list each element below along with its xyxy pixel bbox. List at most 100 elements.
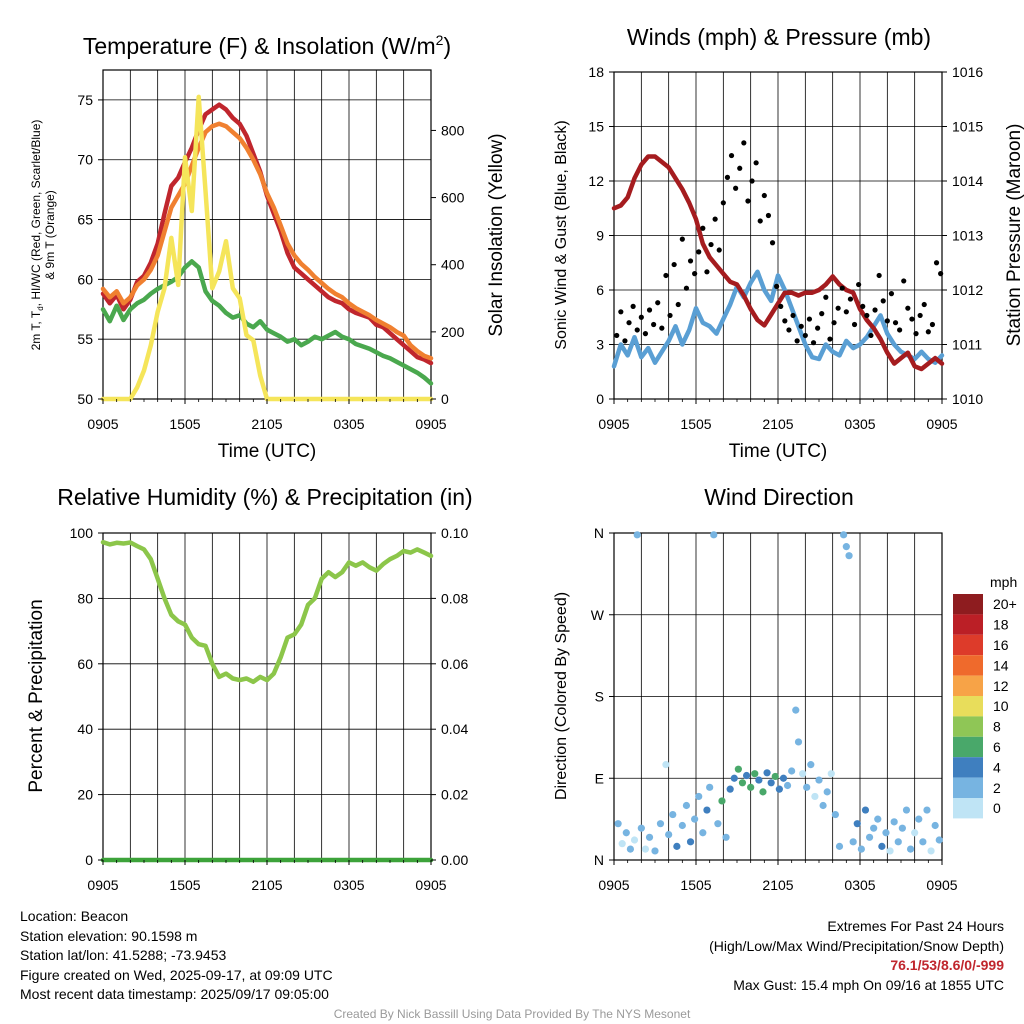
speed-colorbar: mph 20+ 18 16 14 12 10 8 6 4 2 0 [953, 574, 1017, 819]
gust-point [618, 309, 624, 315]
x-tick-label: 0905 [87, 877, 118, 893]
station-info: Location: Beacon Station elevation: 90.1… [20, 907, 333, 1005]
y-tick-label: W [591, 607, 605, 623]
gust-point [720, 200, 726, 206]
winds-y-ticks: 0 3 6 9 12 15 18 [588, 64, 614, 407]
gust-point [823, 294, 829, 300]
direction-point [626, 845, 635, 853]
direction-point [686, 838, 695, 846]
temperature-x-label: Time (UTC) [218, 441, 317, 462]
direction-point [618, 840, 626, 848]
pressure-y-ticks: 1010 1011 1012 1013 1014 1015 1016 [942, 64, 983, 407]
y2-tick-label: 0.10 [441, 525, 468, 541]
station-location: Location: Beacon [20, 908, 129, 924]
gust-point [614, 332, 620, 339]
y2-tick-label: 1010 [952, 391, 983, 407]
y-tick-label: 3 [596, 337, 604, 353]
temperature-panel: Temperature (F) & Insolation (W/m2) 50 55… [29, 32, 507, 462]
gust-point [876, 272, 882, 279]
y2-tick-label: 600 [441, 190, 465, 206]
gust-point [884, 318, 890, 324]
colorbar-swatch [953, 757, 983, 778]
gust-point [806, 316, 813, 322]
direction-point [827, 770, 835, 778]
gust-point [905, 305, 911, 311]
y2-tick-label: 800 [441, 122, 465, 138]
y-tick-label: 60 [77, 656, 93, 672]
direction-point [759, 788, 767, 796]
direction-point [763, 769, 771, 777]
y2-tick-label: 1014 [952, 173, 983, 189]
gust-point [683, 285, 690, 291]
x-tick-label: 1505 [169, 877, 200, 893]
direction-point [803, 783, 811, 791]
gust-point [728, 152, 735, 159]
direction-point [906, 845, 915, 853]
direction-point [755, 776, 763, 784]
station-elevation: Station elevation: 90.1598 m [20, 927, 198, 944]
direction-point [614, 820, 622, 828]
gust-point [737, 165, 743, 171]
winds-grid [614, 72, 942, 399]
colorbar-label: 10 [993, 698, 1009, 714]
gust-point [810, 340, 817, 346]
gust-point [901, 278, 907, 284]
direction-point [857, 845, 865, 853]
direction-point [695, 792, 703, 801]
temperature-y-ticks: 50 55 60 65 70 75 [77, 92, 103, 407]
direction-point [886, 847, 894, 855]
gust-point [724, 174, 731, 180]
humidity-grid [103, 533, 431, 860]
colorbar-label: 16 [993, 637, 1009, 653]
direction-x-ticks: 0905 1505 2105 0305 0905 [598, 860, 958, 893]
gust-point [839, 285, 845, 291]
direction-point [645, 833, 654, 841]
x-tick-label: 1505 [680, 877, 711, 893]
y2-tick-label: 1011 [952, 337, 982, 353]
direction-point [823, 788, 831, 796]
direction-point [734, 765, 742, 773]
gust-point [651, 321, 657, 328]
gust-point [802, 332, 808, 339]
temperature-grid [103, 70, 431, 399]
y-tick-label: 80 [77, 590, 93, 606]
colorbar-label: 14 [993, 657, 1009, 673]
humidity-x-ticks: 0905 1505 2105 0305 0905 [87, 860, 447, 893]
direction-point [811, 792, 819, 801]
direction-point [815, 776, 823, 784]
insolation-y-label: Solar Insolation (Yellow) [486, 133, 507, 336]
direction-point [767, 779, 775, 787]
direction-point [722, 833, 730, 841]
direction-point [878, 842, 886, 850]
colorbar-swatch [953, 675, 983, 696]
gust-point [847, 296, 854, 302]
colorbar-swatch [953, 716, 983, 737]
temperature-title: Temperature (F) & Insolation (W/m2) [83, 32, 451, 59]
y2-tick-label: 1015 [952, 119, 983, 135]
gust-point [925, 329, 931, 335]
series-line-9m-t [100, 121, 434, 361]
extremes-values: 76.1/53/8.6/0/-999 [890, 957, 1004, 974]
colorbar-swatch [953, 614, 983, 635]
direction-point [902, 806, 911, 814]
direction-point [730, 774, 738, 782]
x-tick-label: 1505 [680, 416, 711, 432]
y-tick-label: S [595, 689, 604, 705]
gust-point [622, 338, 628, 344]
gust-point [913, 331, 919, 337]
direction-point [703, 806, 711, 814]
temperature-y-label: 2m T, Td, HI/WC (Red, Green, Scarlet/Blu… [29, 120, 45, 351]
colorbar-swatch [953, 777, 983, 798]
direction-point [682, 801, 691, 810]
direction-point [678, 821, 686, 830]
precipitation-y-ticks: 0.00 0.02 0.04 0.06 0.08 0.10 [431, 525, 468, 868]
colorbar-label: 2 [993, 780, 1001, 796]
gust-point [782, 318, 788, 324]
y2-tick-label: 1016 [952, 64, 983, 80]
x-tick-label: 2105 [762, 416, 793, 432]
credit-line: Created By Nick Bassill Using Data Provi… [333, 1007, 691, 1021]
gust-point [757, 218, 763, 224]
direction-point [747, 783, 755, 791]
direction-point [861, 806, 870, 814]
x-tick-label: 2105 [251, 416, 282, 432]
